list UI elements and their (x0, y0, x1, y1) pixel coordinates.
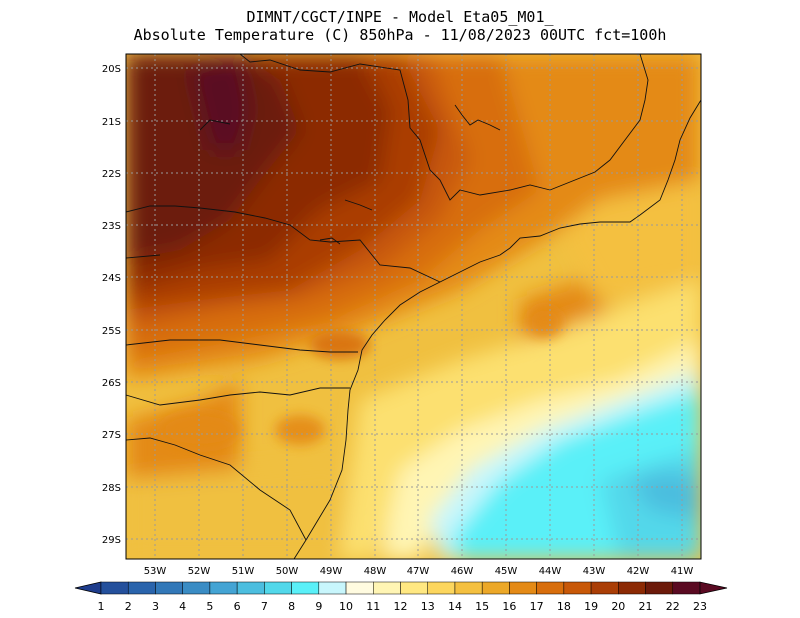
state-border (126, 387, 350, 406)
lat-label: 28S (102, 483, 121, 494)
lon-label: 44W (539, 566, 562, 577)
colorbar-arrow-high (699, 581, 728, 595)
colorbar-swatch (536, 581, 565, 595)
title-line-2: Absolute Temperature (C) 850hPa - 11/08/… (133, 26, 667, 44)
state-border (199, 119, 231, 131)
colorbar-swatch (509, 581, 537, 595)
state-border (126, 437, 307, 541)
plot-frame (125, 53, 702, 560)
coastline-and-borders (126, 54, 701, 559)
colorbar: 1 2 3 4 5 6 7 8 9 10 11 12 13 14 15 16 17 18 19 20 21 22 23 (74, 581, 728, 613)
lat-label: 24S (102, 273, 121, 284)
colorbar-label: 10 (339, 600, 353, 613)
state-border (239, 54, 551, 201)
colorbar-label: 20 (611, 600, 625, 613)
colorbar-swatch (236, 581, 265, 595)
colorbar-swatch (345, 581, 374, 595)
colorbar-swatch (373, 581, 401, 595)
lon-label: 50W (276, 566, 299, 577)
state-border (549, 54, 649, 191)
lon-label: 41W (671, 566, 694, 577)
lon-label: 47W (407, 566, 430, 577)
colorbar-label: 23 (693, 600, 707, 613)
colorbar-swatch (563, 581, 592, 595)
colorbar-label: 7 (261, 600, 268, 613)
lon-label: 53W (144, 566, 167, 577)
river (454, 104, 501, 131)
colorbar-label: 16 (502, 600, 516, 613)
lon-label: 51W (232, 566, 255, 577)
colorbar-label: 18 (557, 600, 571, 613)
colorbar-label: 22 (666, 600, 680, 613)
colorbar-swatch (182, 581, 211, 595)
state-border (126, 254, 161, 259)
colorbar-swatch (427, 581, 456, 595)
colorbar-label: 12 (394, 600, 408, 613)
colorbar-label: 15 (475, 600, 489, 613)
colorbar-label: 14 (448, 600, 462, 613)
lon-label: 46W (451, 566, 474, 577)
colorbar-label: 2 (125, 600, 132, 613)
colorbar-label: 6 (234, 600, 241, 613)
river (319, 237, 341, 245)
river (344, 199, 373, 211)
lon-label: 42W (627, 566, 650, 577)
colorbar-label: 8 (288, 600, 295, 613)
lon-label: 52W (188, 566, 211, 577)
colorbar-label: 11 (366, 600, 380, 613)
colorbar-swatch (672, 581, 701, 595)
longitude-labels: 53W 52W 51W 50W 49W 48W 47W 46W 45W 44W 43W 42W 41W (144, 566, 694, 577)
colorbar-label: 3 (152, 600, 159, 613)
colorbar-swatch (645, 581, 674, 595)
lat-label: 22S (102, 169, 121, 180)
colorbar-arrow-low (74, 581, 102, 595)
colorbar-swatch (100, 581, 129, 595)
colorbar-label: 1 (98, 600, 105, 613)
colorbar-label: 21 (639, 600, 653, 613)
colorbar-swatch (590, 581, 619, 595)
colorbar-swatch (291, 581, 320, 595)
temperature-field (126, 54, 701, 559)
colorbar-label: 4 (179, 600, 186, 613)
lat-label: 25S (102, 326, 121, 337)
colorbar-swatch (155, 581, 183, 595)
colorbar-swatch (209, 581, 238, 595)
lon-label: 45W (495, 566, 518, 577)
lat-label: 26S (102, 378, 121, 389)
state-border (126, 339, 358, 353)
state-border (126, 205, 441, 283)
coastline (293, 99, 701, 559)
colorbar-label: 9 (315, 600, 322, 613)
colorbar-swatch (318, 581, 347, 595)
colorbar-label: 5 (206, 600, 213, 613)
lat-label: 20S (102, 64, 121, 75)
lon-label: 43W (583, 566, 606, 577)
colorbar-label: 13 (421, 600, 435, 613)
colorbar-swatch (481, 581, 510, 595)
lon-label: 49W (320, 566, 343, 577)
colorbar-label: 19 (584, 600, 598, 613)
graticule (126, 54, 701, 559)
lat-label: 29S (102, 535, 121, 546)
lat-label: 21S (102, 117, 121, 128)
lat-label: 27S (102, 430, 121, 441)
colorbar-swatch (264, 581, 292, 595)
lon-label: 48W (364, 566, 387, 577)
colorbar-swatch (618, 581, 646, 595)
colorbar-label: 17 (530, 600, 544, 613)
lat-label: 23S (102, 221, 121, 232)
colorbar-swatch (454, 581, 483, 595)
colorbar-swatch (127, 581, 156, 595)
title-line-1: DIMNT/CGCT/INPE - Model Eta05_M01_ (246, 8, 554, 26)
colorbar-swatch (400, 581, 428, 595)
latitude-labels: 20S 21S 22S 23S 24S 25S 26S 27S 28S 29S (102, 64, 121, 546)
